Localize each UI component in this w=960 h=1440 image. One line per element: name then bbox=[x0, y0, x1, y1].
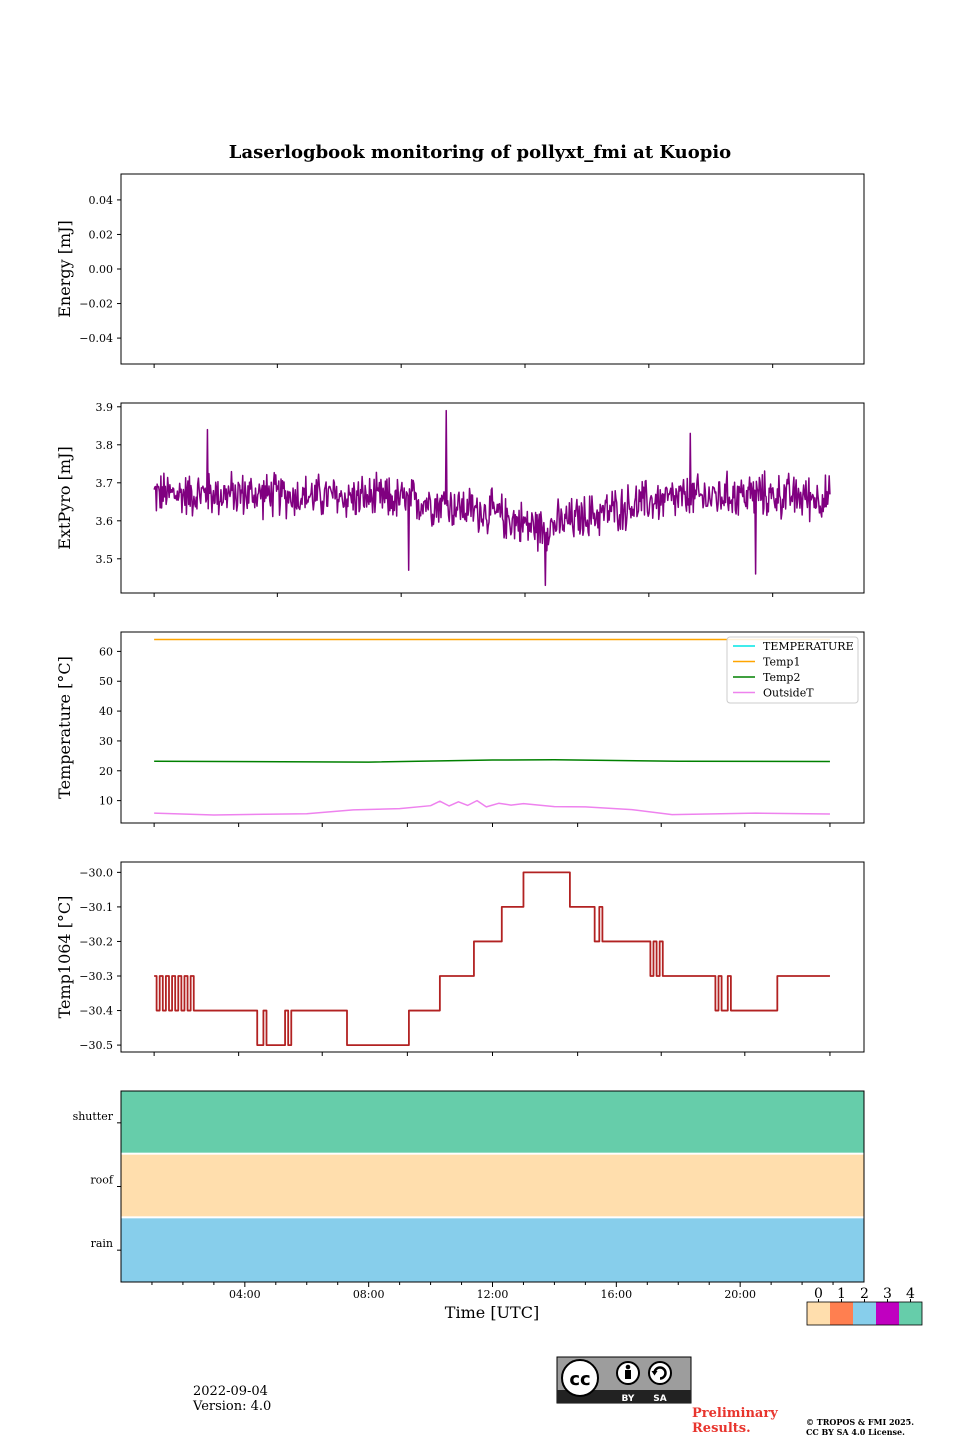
temp1064-panel: −30.0 −30.1 −30.2 −30.3 −30.4 −30.5 Temp1064 [… bbox=[55, 861, 865, 1056]
temp1064-y-tick-label: −30.4 bbox=[79, 1005, 113, 1018]
temp1064-y-tick-label: −30.5 bbox=[79, 1039, 113, 1052]
x-tick-label: 20:00 bbox=[724, 1288, 756, 1301]
extpyro-y-tick-label: 3.6 bbox=[96, 515, 114, 528]
status-label-rain: rain bbox=[91, 1237, 113, 1250]
colorbar-cell-0 bbox=[807, 1302, 830, 1325]
energy-y-tick-label: 0.00 bbox=[89, 263, 114, 276]
temp1064-y-axis-label: Temp1064 [°C] bbox=[55, 896, 74, 1019]
x-tick-label: 04:00 bbox=[229, 1288, 261, 1301]
colorbar-label-2: 2 bbox=[860, 1286, 869, 1302]
extpyro-panel: 3.9 3.8 3.7 3.6 3.5 ExtPyro [mJ] bbox=[55, 401, 865, 597]
license-line: CC BY SA 4.0 License. bbox=[806, 1427, 905, 1437]
energy-y-tick-label: 0.04 bbox=[89, 194, 114, 207]
temperature-y-tick-label: 60 bbox=[99, 645, 113, 658]
colorbar-cell-3 bbox=[876, 1302, 899, 1325]
temperature-y-tick-label: 20 bbox=[99, 765, 113, 778]
temperature-y-axis-label: Temperature [°C] bbox=[55, 656, 74, 799]
date-label: 2022-09-04 bbox=[193, 1384, 268, 1399]
extpyro-series-line bbox=[153, 409, 831, 587]
status-label-roof: roof bbox=[90, 1174, 114, 1187]
chart-title: Laserlogbook monitoring of pollyxt_fmi a… bbox=[229, 142, 731, 163]
energy-y-axis-label: Energy [mJ] bbox=[55, 220, 74, 318]
preliminary-line: Preliminary bbox=[692, 1406, 778, 1421]
temp2-series-line bbox=[154, 758, 830, 763]
extpyro-y-tick-label: 3.5 bbox=[96, 553, 114, 566]
colorbar-cell-4 bbox=[899, 1302, 922, 1325]
status-row-roof bbox=[121, 1154, 864, 1217]
temp1064-series-line bbox=[154, 871, 830, 1046]
legend-label-temp1: Temp1 bbox=[763, 656, 800, 669]
copyright-line: © TROPOS & FMI 2025. bbox=[806, 1417, 915, 1427]
energy-panel: 0.04 0.02 0.00 −0.02 −0.04 Energy [mJ] bbox=[55, 173, 865, 368]
temp1064-y-tick-label: −30.3 bbox=[79, 970, 113, 983]
cc-by-sa-badge: cc BY SA bbox=[556, 1356, 692, 1404]
copyright-note: © TROPOS & FMI 2025. CC BY SA 4.0 Licens… bbox=[806, 1417, 956, 1437]
cc-sa-label: SA bbox=[653, 1394, 666, 1404]
cc-icon: cc bbox=[569, 1369, 590, 1390]
status-row-rain bbox=[121, 1218, 864, 1282]
temperature-y-tick-label: 40 bbox=[99, 705, 113, 718]
extpyro-y-tick-label: 3.9 bbox=[96, 401, 114, 414]
share-alike-icon bbox=[651, 1366, 667, 1380]
results-line: Results. bbox=[692, 1421, 751, 1436]
legend-label-temperature: TEMPERATURE bbox=[763, 640, 854, 653]
energy-frame bbox=[120, 173, 865, 365]
colorbar-label-0: 0 bbox=[814, 1286, 823, 1302]
colorbar-label-3: 3 bbox=[883, 1286, 892, 1302]
temp1064-y-tick-label: −30.1 bbox=[79, 901, 113, 914]
temp1064-frame bbox=[120, 861, 865, 1053]
colorbar-cell-2 bbox=[853, 1302, 876, 1325]
person-icon bbox=[625, 1364, 631, 1379]
colorbar-cell-1 bbox=[830, 1302, 853, 1325]
temperature-y-tick-label: 30 bbox=[99, 735, 113, 748]
status-panel: shutter roof rain 04:00 08:00 12:00 16:00 20:00 bbox=[73, 1090, 865, 1301]
energy-y-tick-label: 0.02 bbox=[89, 228, 114, 241]
colorbar-label-1: 1 bbox=[837, 1286, 846, 1302]
cc-by-label: BY bbox=[622, 1394, 635, 1404]
extpyro-frame bbox=[120, 402, 865, 594]
x-tick-label: 16:00 bbox=[600, 1288, 632, 1301]
temperature-y-tick-label: 50 bbox=[99, 675, 113, 688]
extpyro-y-axis-label: ExtPyro [mJ] bbox=[55, 446, 74, 549]
temperature-y-tick-label: 10 bbox=[99, 795, 113, 808]
extpyro-y-tick-label: 3.8 bbox=[96, 439, 114, 452]
x-tick-label: 12:00 bbox=[477, 1288, 509, 1301]
temperature-legend: TEMPERATURE Temp1 Temp2 OutsideT bbox=[726, 636, 859, 704]
extpyro-y-tick-label: 3.7 bbox=[96, 477, 114, 490]
energy-y-tick-label: −0.02 bbox=[79, 298, 113, 311]
energy-y-tick-label: −0.04 bbox=[79, 332, 113, 345]
status-label-shutter: shutter bbox=[73, 1110, 114, 1123]
outsidet-series-line bbox=[154, 799, 830, 816]
version-label: Version: 4.0 bbox=[193, 1399, 272, 1414]
preliminary-results-note: Preliminary Results. bbox=[692, 1406, 792, 1436]
x-tick-label: 08:00 bbox=[353, 1288, 385, 1301]
x-axis-label: Time [UTC] bbox=[445, 1303, 539, 1322]
temp1064-y-tick-label: −30.2 bbox=[79, 935, 113, 948]
legend-label-outsidet: OutsideT bbox=[763, 687, 814, 700]
legend-frame bbox=[726, 636, 859, 704]
status-row-shutter bbox=[121, 1091, 864, 1153]
colorbar-label-4: 4 bbox=[906, 1286, 915, 1302]
legend-label-temp2: Temp2 bbox=[763, 671, 800, 684]
temp1064-y-tick-label: −30.0 bbox=[79, 866, 113, 879]
